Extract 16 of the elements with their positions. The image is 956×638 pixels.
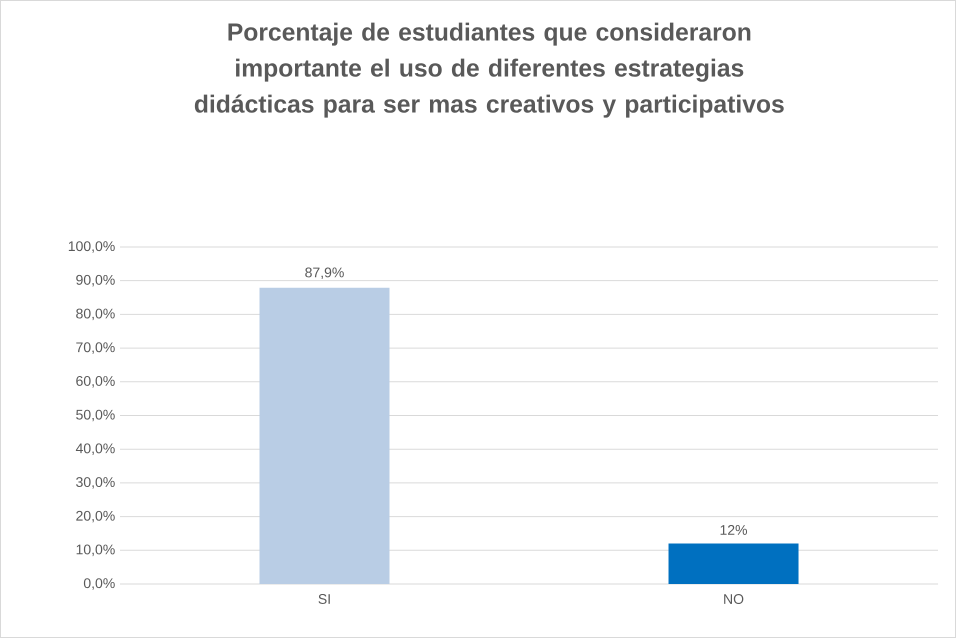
y-tick-label: 80,0%: [76, 308, 115, 320]
y-tick-label: 60,0%: [76, 376, 115, 388]
y-tick-label: 90,0%: [76, 274, 115, 286]
y-tick-label: 40,0%: [76, 443, 115, 455]
y-tick-label: 10,0%: [76, 544, 115, 556]
x-tick-label: SI: [318, 594, 330, 604]
y-tick-label: 50,0%: [76, 410, 115, 422]
y-tick-label: 100,0%: [68, 241, 115, 253]
y-tick-label: 0,0%: [84, 578, 115, 590]
y-tick-label: 30,0%: [76, 477, 115, 489]
data-label: 12%: [720, 525, 748, 535]
y-tick-label: 20,0%: [76, 510, 115, 522]
data-label: 87,9%: [305, 268, 344, 280]
chart-title: Porcentaje de estudiantes que consideraron importante el uso de diferentes estrategias didácticas para ser mas creativos y participativos: [194, 22, 784, 118]
y-tick-label: 70,0%: [76, 342, 115, 354]
x-tick-label: NO: [724, 594, 744, 604]
